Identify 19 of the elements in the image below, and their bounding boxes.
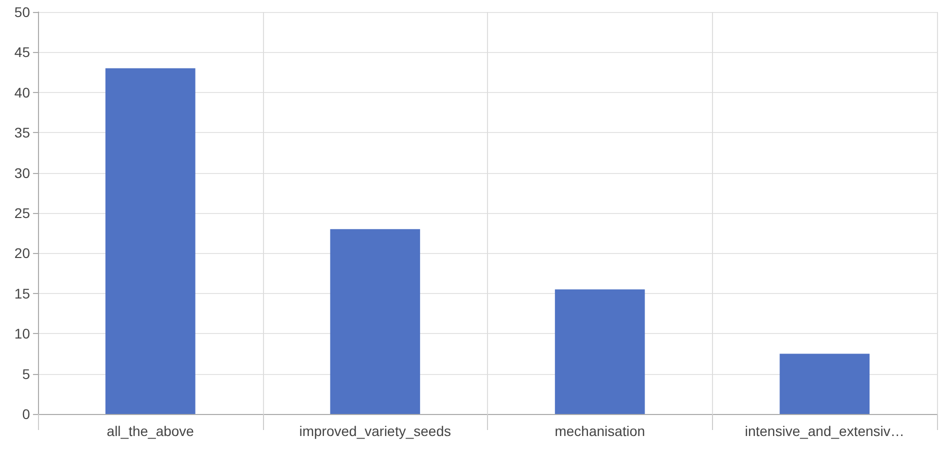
x-tick-label: improved_variety_seeds — [299, 423, 451, 439]
bar — [330, 229, 420, 414]
x-tick-label: intensive_and_extensiv… — [744, 423, 904, 439]
x-tick-label: mechanisation — [554, 423, 646, 439]
y-tick-label: 30 — [14, 164, 30, 181]
bar — [554, 289, 645, 414]
y-tick-label: 50 — [14, 4, 30, 20]
x-tick-label: all_the_above — [106, 423, 194, 439]
y-tick-label: 45 — [14, 44, 30, 60]
y-tick-label: 5 — [22, 366, 30, 382]
y-tick-label: 15 — [14, 285, 30, 302]
y-tick-label: 0 — [22, 406, 30, 422]
y-tick-label: 20 — [14, 245, 30, 262]
y-tick-label: 40 — [14, 84, 30, 100]
y-tick-label: 25 — [14, 205, 30, 221]
bar — [780, 354, 870, 414]
y-tick-label: 35 — [14, 124, 30, 141]
bar — [105, 68, 196, 414]
y-tick-label: 10 — [14, 326, 30, 342]
